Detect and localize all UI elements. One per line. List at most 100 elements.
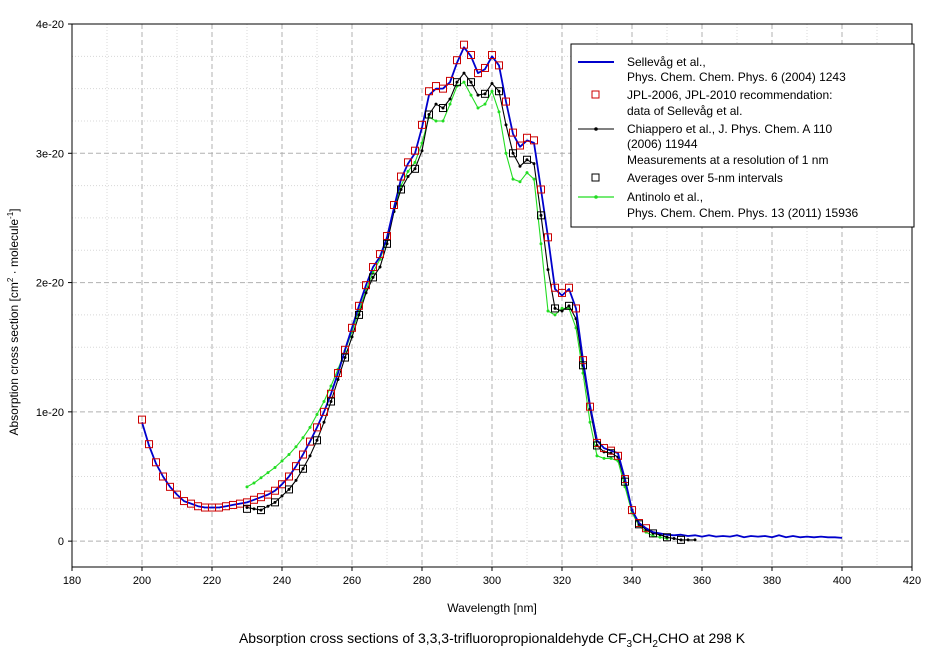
legend-label-chiappero-note: Measurements at a resolution of 1 nm [627,153,828,167]
legend-swatch-chiappero-dot [594,127,598,131]
data-point [406,169,410,173]
data-point [481,89,489,98]
data-point [257,506,265,515]
data-point [406,175,410,179]
data-point [481,63,489,72]
data-point [469,80,473,84]
legend-swatch-averages [591,173,600,182]
data-point [469,93,473,97]
caption-sub2: 2 [652,639,658,650]
data-point [441,119,445,123]
data-point [285,472,293,481]
data-point [159,472,167,481]
data-point [462,71,466,75]
y-axis-label-prefix: Absorption cross section [cm [7,282,21,435]
data-point [544,233,552,242]
data-point [439,104,447,113]
x-tick-label: 260 [343,575,361,587]
data-point [313,436,321,445]
legend-swatch-jpl [591,90,600,99]
data-point [476,106,480,110]
data-point [413,160,417,164]
data-point [348,323,356,332]
legend-label-jpl: JPL-2006, JPL-2010 recommendation: [627,88,832,102]
data-point [266,504,270,508]
data-point [488,51,496,60]
data-point [621,477,629,486]
data-point [425,110,433,119]
data-point [497,110,501,114]
data-point [504,123,508,127]
caption-sub1: 3 [627,639,633,650]
data-point [334,369,342,378]
data-point [509,128,517,137]
data-point [252,507,256,511]
data-point [518,180,522,184]
data-point [329,384,333,388]
data-point [539,242,543,246]
y-axis-ticks: 0 1e-20 2e-20 3e-20 4e-20 [36,19,72,548]
data-point [635,520,643,529]
data-point [294,478,298,482]
data-point [411,164,419,173]
x-tick-label: 380 [763,575,781,587]
data-point [273,500,277,504]
data-point [553,313,557,317]
data-point [560,309,564,313]
data-point [294,445,298,449]
x-tick-label: 420 [903,575,921,587]
series-0 [141,46,843,539]
data-point [138,415,146,424]
legend-label-chiappero: Chiappero et al., J. Phys. Chem. A 110 [627,122,833,136]
data-point [551,304,559,313]
data-point [483,92,487,96]
x-tick-label: 240 [273,575,291,587]
x-tick-label: 360 [693,575,711,587]
data-point [308,425,312,429]
data-point [278,480,286,489]
data-point [551,283,559,292]
data-point [273,465,277,469]
data-point [565,283,573,292]
data-point [586,402,594,411]
x-tick-label: 300 [483,575,501,587]
y-tick-label: 0 [58,536,64,548]
data-point [166,482,174,491]
y-axis-label-mid: · molecule [7,219,21,278]
data-point [378,265,382,269]
data-point [320,407,328,416]
data-point [399,187,403,191]
data-point [525,158,529,162]
data-point [607,449,615,458]
data-point [467,51,475,60]
y-axis-label-sup2: -1 [6,211,15,219]
data-point [369,263,377,272]
data-point [364,291,368,295]
data-point [252,481,256,485]
legend-label-antinolo-ref: Phys. Chem. Chem. Phys. 13 (2011) 15936 [627,206,859,220]
x-tick-label: 340 [623,575,641,587]
chart-caption: Absorption cross sections of 3,3,3-trifl… [239,630,746,650]
data-point [369,273,377,282]
series-2 [245,71,697,542]
data-point [546,309,550,313]
data-point [560,306,564,310]
x-tick-label: 220 [203,575,221,587]
data-point [658,535,662,539]
data-point [609,456,613,460]
data-point [411,146,419,155]
legend: Sellevåg et al., Phys. Chem. Chem. Phys.… [570,43,915,228]
data-point [518,164,522,168]
data-point [145,440,153,449]
y-tick-label: 4e-20 [36,19,64,31]
data-point [418,120,426,129]
data-point [350,335,354,339]
data-point [455,80,459,84]
legend-label-chiappero-ref: (2006) 11944 [627,137,698,151]
data-point [579,356,587,365]
data-point [425,87,433,96]
data-point [383,232,391,241]
data-point [595,454,599,458]
x-tick-label: 280 [413,575,431,587]
x-axis-label: Wavelength [nm] [447,601,537,615]
